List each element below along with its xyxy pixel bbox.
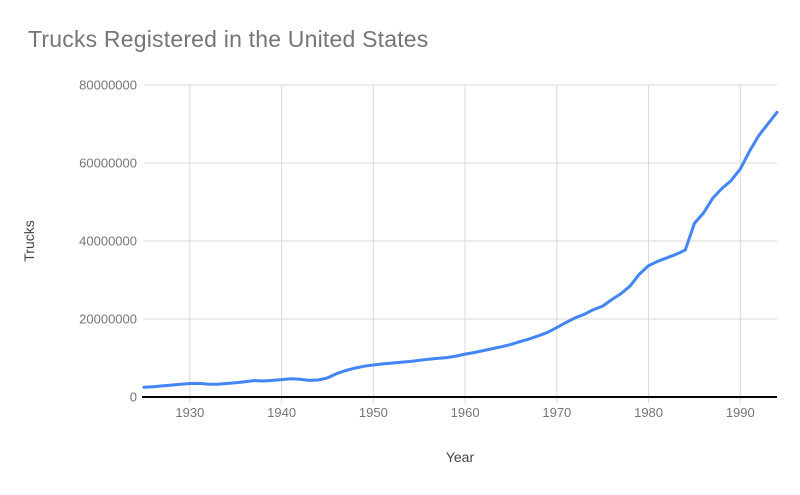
x-tick-label: 1990 bbox=[726, 405, 755, 420]
y-axis-title: Trucks bbox=[21, 220, 37, 261]
chart-title: Trucks Registered in the United States bbox=[28, 26, 429, 52]
x-tick-label: 1950 bbox=[359, 405, 388, 420]
y-tick-label: 60000000 bbox=[79, 156, 137, 171]
plot-area: 1930 1940 1950 1960 1970 1980 1990 0 20000000 400… bbox=[79, 78, 779, 420]
x-tick-label: 1960 bbox=[451, 405, 480, 420]
x-tick-label: 1930 bbox=[175, 405, 204, 420]
y-tick-label: 80000000 bbox=[79, 78, 137, 93]
series-line-trucks bbox=[142, 110, 779, 389]
y-tick-label: 0 bbox=[130, 390, 137, 405]
x-tick-label: 1970 bbox=[542, 405, 571, 420]
x-tick-label: 1940 bbox=[267, 405, 296, 420]
x-tick-label: 1980 bbox=[634, 405, 663, 420]
x-axis-title: Year bbox=[446, 449, 475, 465]
y-tick-label: 20000000 bbox=[79, 312, 137, 327]
y-tick-label: 40000000 bbox=[79, 234, 137, 249]
